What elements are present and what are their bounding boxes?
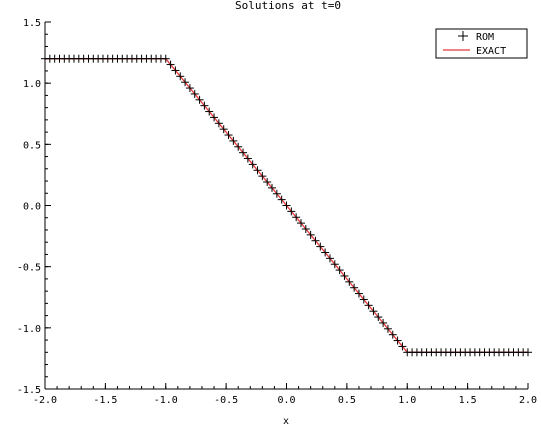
y-tick-label: 1.5 — [23, 18, 41, 29]
x-tick-label: 2.0 — [519, 395, 537, 406]
y-tick-label: 1.0 — [23, 79, 41, 90]
legend-label-exact: EXACT — [476, 46, 506, 57]
x-tick-label: -1.5 — [93, 395, 117, 406]
x-tick-label: -1.0 — [154, 395, 178, 406]
x-tick-label: -2.0 — [33, 395, 57, 406]
y-tick-label: -1.0 — [17, 324, 41, 335]
x-axis-label: x — [283, 416, 289, 427]
x-tick-label: 0.0 — [277, 395, 295, 406]
legend: ROM EXACT — [436, 29, 527, 58]
x-tick-label: -0.5 — [214, 395, 238, 406]
axes: -2.0 -1.5 -1.0 -0.5 0.0 0.5 1.0 1.5 2.0-1.5-1.0-… — [17, 18, 537, 406]
x-tick-label: 1.5 — [459, 395, 477, 406]
y-tick-label: -0.5 — [17, 263, 41, 274]
y-tick-label: -1.5 — [17, 385, 41, 396]
y-tick-label: 0.0 — [23, 202, 41, 213]
legend-label-rom: ROM — [476, 32, 494, 43]
x-tick-label: 0.5 — [338, 395, 356, 406]
x-tick-label: 1.0 — [398, 395, 416, 406]
chart-title: Solutions at t=0 — [235, 0, 341, 12]
plot-area — [41, 55, 532, 357]
rom-marker — [524, 348, 532, 356]
y-tick-label: 0.5 — [23, 140, 41, 151]
